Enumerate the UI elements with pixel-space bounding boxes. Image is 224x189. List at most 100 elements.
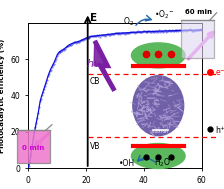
Point	[130, 31, 134, 34]
Point	[140, 31, 143, 34]
Point	[155, 29, 159, 33]
Text: 500 nm: 500 nm	[153, 130, 168, 134]
Point	[192, 29, 196, 32]
Point	[52, 62, 56, 65]
Point	[50, 66, 54, 69]
Text: CB: CB	[90, 77, 100, 86]
Point	[69, 43, 73, 46]
Point	[197, 29, 200, 32]
Point	[200, 27, 203, 30]
Text: $h\nu$: $h\nu$	[86, 57, 101, 69]
Point	[32, 136, 35, 139]
Point	[174, 29, 177, 33]
Point	[88, 36, 91, 39]
Point	[30, 148, 33, 151]
Point	[68, 43, 72, 46]
Point	[193, 29, 197, 32]
Point	[168, 30, 172, 33]
Point	[89, 35, 92, 38]
Point	[31, 143, 34, 146]
Point	[190, 29, 194, 32]
Point	[170, 29, 173, 32]
Point	[80, 38, 84, 41]
Point	[148, 29, 151, 32]
Point	[72, 41, 76, 44]
Point	[119, 32, 122, 35]
Point	[196, 28, 200, 31]
Point	[123, 32, 127, 35]
Point	[151, 30, 154, 33]
Point	[195, 29, 198, 32]
Point	[34, 122, 38, 125]
Point	[175, 29, 178, 32]
Y-axis label: Photocatalytic efficiency (%): Photocatalytic efficiency (%)	[0, 38, 5, 153]
Point	[77, 40, 81, 43]
Point	[53, 60, 56, 63]
Point	[49, 68, 53, 71]
Ellipse shape	[131, 43, 185, 68]
Point	[90, 34, 93, 37]
Point	[146, 31, 149, 34]
Point	[137, 31, 141, 34]
Point	[39, 97, 43, 100]
Point	[132, 31, 136, 34]
Point	[104, 33, 108, 36]
Point	[156, 30, 160, 33]
Text: H$_2$O: H$_2$O	[154, 156, 171, 169]
Circle shape	[133, 76, 184, 136]
Point	[182, 29, 186, 32]
Point	[95, 33, 99, 36]
Point	[157, 29, 161, 32]
Point	[56, 53, 59, 56]
Point	[99, 33, 103, 36]
Point	[143, 30, 146, 33]
Point	[92, 34, 95, 37]
Point	[187, 28, 191, 31]
Point	[169, 30, 172, 33]
Point	[167, 29, 170, 32]
Point	[134, 31, 138, 34]
Point	[116, 32, 119, 35]
Point	[83, 37, 86, 40]
Point	[93, 35, 97, 38]
Polygon shape	[94, 41, 114, 91]
Text: 0 min: 0 min	[22, 145, 45, 151]
Point	[112, 33, 115, 36]
Point	[62, 48, 65, 51]
Point	[136, 29, 140, 33]
Point	[73, 41, 77, 44]
Point	[75, 40, 79, 43]
Point	[110, 32, 114, 35]
Point	[45, 79, 49, 82]
Point	[86, 36, 89, 39]
Point	[151, 30, 155, 33]
Point	[188, 28, 192, 31]
Text: E: E	[90, 12, 97, 22]
Point	[65, 46, 68, 49]
Point	[103, 34, 107, 37]
Point	[154, 30, 158, 33]
Point	[184, 29, 188, 32]
Point	[179, 29, 183, 33]
Point	[191, 29, 195, 32]
Text: O$_2$: O$_2$	[123, 15, 134, 28]
Point	[176, 29, 179, 32]
Point	[126, 32, 130, 35]
Point	[115, 32, 118, 35]
Point	[79, 39, 83, 42]
Point	[51, 64, 54, 67]
Point	[46, 74, 50, 77]
Point	[71, 42, 75, 45]
Point	[108, 33, 112, 36]
Point	[121, 31, 124, 34]
Point	[58, 50, 61, 53]
Point	[106, 32, 110, 35]
Point	[189, 29, 193, 32]
Point	[76, 40, 80, 43]
Point	[100, 34, 104, 37]
Point	[153, 31, 156, 34]
Point	[65, 45, 69, 48]
Point	[185, 28, 189, 31]
Point	[159, 30, 163, 33]
Point	[78, 39, 82, 42]
